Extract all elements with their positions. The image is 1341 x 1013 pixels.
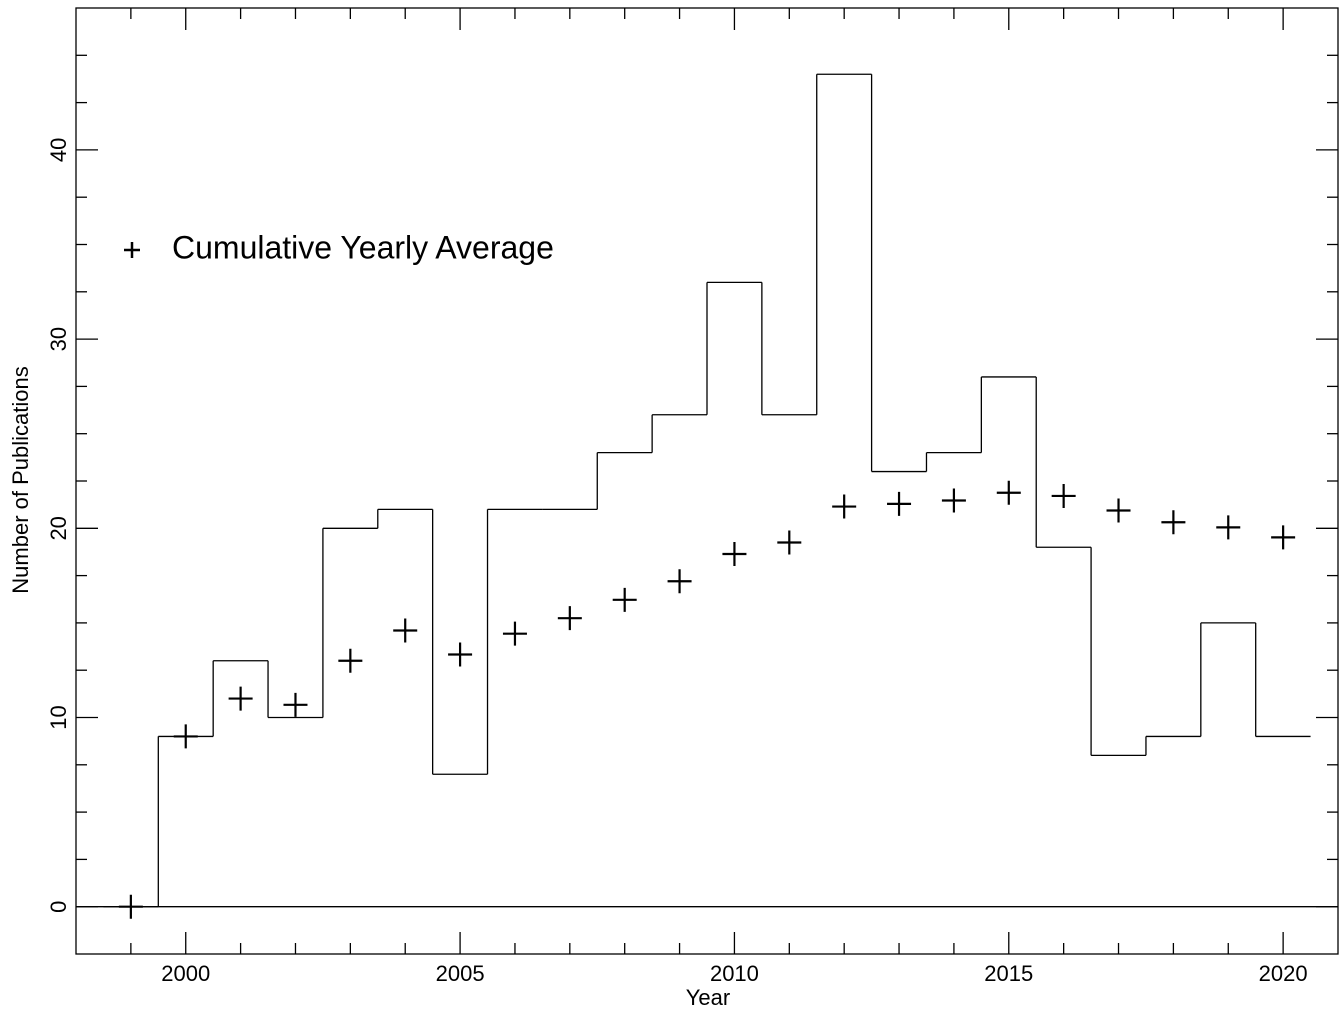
plus-marker <box>887 491 912 516</box>
plus-marker <box>283 692 308 717</box>
plus-marker <box>1106 498 1131 523</box>
plus-marker <box>777 530 802 555</box>
plus-marker <box>722 542 747 567</box>
y-axis-title: Number of Publications <box>8 366 33 593</box>
plus-marker <box>832 494 857 519</box>
plot-frame <box>75 7 1339 955</box>
plus-marker <box>612 587 637 612</box>
plus-marker <box>1271 525 1296 550</box>
plus-marker <box>118 894 143 919</box>
y-tick-label: 0 <box>46 901 71 913</box>
plus-marker <box>1161 510 1186 535</box>
plus-marker <box>996 480 1021 505</box>
x-tick-label: 2020 <box>1259 961 1308 986</box>
x-tick-label: 2000 <box>161 961 210 986</box>
y-tick-label: 20 <box>46 516 71 540</box>
y-tick-label: 30 <box>46 327 71 351</box>
legend-label: Cumulative Yearly Average <box>172 229 554 265</box>
plus-marker <box>1051 483 1076 508</box>
plus-marker <box>228 686 253 711</box>
plus-marker <box>173 724 198 749</box>
x-tick-label: 2015 <box>984 961 1033 986</box>
plus-marker <box>502 621 527 646</box>
x-axis-title: Year <box>686 985 730 1010</box>
y-tick-label: 10 <box>46 705 71 729</box>
plus-marker <box>667 569 692 594</box>
x-tick-label: 2010 <box>710 961 759 986</box>
y-tick-label: 40 <box>46 138 71 162</box>
plus-marker <box>557 606 582 631</box>
plus-marker <box>941 488 966 513</box>
plus-marker <box>338 648 363 673</box>
x-tick-label: 2005 <box>436 961 485 986</box>
plus-marker <box>1216 515 1241 540</box>
legend-marker <box>124 242 140 258</box>
plus-marker <box>393 618 418 643</box>
plus-marker <box>448 642 473 667</box>
